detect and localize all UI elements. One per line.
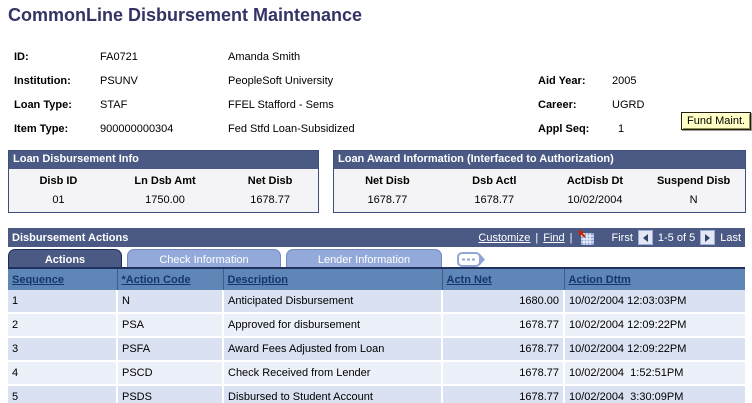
- ln-dsb-amt-value: 1750.00: [145, 194, 185, 206]
- cell-description: Approved for disbursement: [223, 313, 443, 338]
- cell-actn-net: 1678.77: [442, 337, 565, 362]
- career-value: UGRD: [612, 99, 645, 111]
- appl-seq-label: Appl Seq:: [538, 123, 590, 135]
- pager-prev-button[interactable]: [637, 230, 653, 245]
- disbursement-actions-bar: Disbursement Actions Customize | Find | …: [8, 228, 745, 247]
- dsb-actl-value: 1678.77: [474, 194, 515, 206]
- disb-id-value: 01: [52, 194, 65, 206]
- cell-description: Anticipated Disbursement: [223, 290, 443, 314]
- link-separator-2: |: [569, 231, 573, 244]
- id-value: FA0721: [100, 51, 138, 63]
- table-row: 3 PSFA Award Fees Adjusted from Loan 167…: [8, 337, 745, 362]
- institution-label: Institution:: [14, 75, 71, 87]
- loan-type-label: Loan Type:: [14, 99, 72, 111]
- item-type-desc: Fed Stfd Loan-Subsidized: [228, 123, 355, 135]
- customize-link[interactable]: Customize: [478, 231, 531, 244]
- suspend-disb-header: Suspend Disb: [656, 175, 731, 187]
- pager-last-label[interactable]: Last: [720, 231, 741, 244]
- aid-year-value: 2005: [612, 75, 637, 87]
- suspend-disb-value: N: [689, 194, 698, 206]
- cell-sequence: 4: [8, 361, 118, 386]
- cell-action-code: PSDS: [117, 385, 224, 403]
- dsb-actl-header: Dsb Actl: [472, 175, 517, 187]
- cell-actn-net: 1678.77: [442, 385, 565, 403]
- cell-sequence: 1: [8, 290, 118, 314]
- loan-award-info-box: Loan Award Information (Interfaced to Au…: [333, 150, 746, 213]
- item-type-code: 900000000304: [100, 123, 174, 135]
- tab-separator-line: [8, 267, 745, 269]
- cell-sequence: 2: [8, 313, 118, 338]
- loan-disbursement-info-box: Loan Disbursement Info Disb ID Ln Dsb Am…: [8, 150, 319, 213]
- table-row: 4 PSCD Check Received from Lender 1678.7…: [8, 361, 745, 386]
- cell-actn-net: 1678.77: [442, 361, 565, 386]
- cell-action-code: PSCD: [117, 361, 224, 386]
- career-label: Career:: [538, 99, 577, 111]
- cell-sequence: 3: [8, 337, 118, 362]
- next-arrow-icon: [705, 233, 711, 242]
- cell-sequence: 5: [8, 385, 118, 403]
- net-disb-header: Net Disb: [247, 175, 293, 187]
- cell-action-dttm: 10/02/2004 12:09:22PM: [564, 313, 745, 338]
- col-description[interactable]: Description: [223, 269, 443, 290]
- institution-name: PeopleSoft University: [228, 75, 334, 87]
- aid-year-label: Aid Year:: [538, 75, 586, 87]
- student-name: Amanda Smith: [228, 51, 301, 63]
- pager-next-button[interactable]: [700, 230, 716, 245]
- actdisb-dt-header: ActDisb Dt: [566, 175, 624, 187]
- cell-description: Disbursed to Student Account: [223, 385, 443, 403]
- loan-type-code: STAF: [100, 99, 128, 111]
- actdisb-dt-value: 10/02/2004: [567, 194, 623, 206]
- cell-action-code: PSFA: [117, 337, 224, 362]
- id-label: ID:: [14, 51, 29, 63]
- institution-code: PSUNV: [100, 75, 138, 87]
- actions-tab-strip: Actions Check Information Lender Informa…: [8, 247, 745, 269]
- col-actn-net[interactable]: Actn Net: [442, 269, 565, 290]
- loan-type-desc: FFEL Stafford - Sems: [228, 99, 334, 111]
- pager-range: 1-5 of 5: [657, 231, 696, 244]
- cell-action-code: N: [117, 290, 224, 314]
- pager-first-label[interactable]: First: [611, 231, 633, 244]
- award-net-disb-header: Net Disb: [365, 175, 410, 187]
- download-grid-icon[interactable]: [577, 230, 594, 245]
- cell-actn-net: 1678.77: [442, 313, 565, 338]
- ln-dsb-amt-header: Ln Dsb Amt: [134, 175, 196, 187]
- disbursement-actions-title: Disbursement Actions: [12, 231, 129, 244]
- link-separator: |: [535, 231, 539, 244]
- tab-lender-information[interactable]: Lender Information: [286, 249, 442, 269]
- award-net-disb-value: 1678.77: [367, 194, 408, 206]
- find-link[interactable]: Find: [543, 231, 565, 244]
- fund-maint-button[interactable]: Fund Maint.: [681, 112, 752, 130]
- cell-action-dttm: 10/02/2004 1:52:51PM: [564, 361, 745, 386]
- table-row: 1 N Anticipated Disbursement 1680.00 10/…: [8, 290, 745, 314]
- cell-action-dttm: 10/02/2004 3:30:09PM: [564, 385, 745, 403]
- table-row: 5 PSDS Disbursed to Student Account 1678…: [8, 385, 745, 403]
- loan-disbursement-info-title: Loan Disbursement Info: [9, 151, 318, 169]
- show-all-columns-icon[interactable]: [457, 250, 485, 269]
- cell-description: Award Fees Adjusted from Loan: [223, 337, 443, 362]
- table-row: 2 PSA Approved for disbursement 1678.77 …: [8, 313, 745, 338]
- tab-actions[interactable]: Actions: [8, 249, 122, 269]
- prev-arrow-icon: [642, 233, 648, 242]
- col-action-code[interactable]: *Action Code: [117, 269, 224, 290]
- disbursement-actions-table: Sequence *Action Code Description Actn N…: [8, 269, 745, 403]
- cell-action-dttm: 10/02/2004 12:03:03PM: [564, 290, 745, 314]
- cell-description: Check Received from Lender: [223, 361, 443, 386]
- item-type-label: Item Type:: [14, 123, 69, 135]
- cell-action-dttm: 10/02/2004 12:09:22PM: [564, 337, 745, 362]
- loan-award-info-title: Loan Award Information (Interfaced to Au…: [334, 151, 745, 169]
- page-title: CommonLine Disbursement Maintenance: [8, 5, 363, 25]
- col-action-dttm[interactable]: Action Dttm: [564, 269, 745, 290]
- disb-id-header: Disb ID: [39, 175, 78, 187]
- table-header-row: Sequence *Action Code Description Actn N…: [8, 269, 745, 290]
- cell-actn-net: 1680.00: [442, 290, 565, 314]
- tab-check-information[interactable]: Check Information: [127, 249, 281, 269]
- net-disb-value: 1678.77: [250, 194, 290, 206]
- cell-action-code: PSA: [117, 313, 224, 338]
- col-sequence[interactable]: Sequence: [8, 269, 118, 290]
- appl-seq-value: 1: [618, 123, 625, 135]
